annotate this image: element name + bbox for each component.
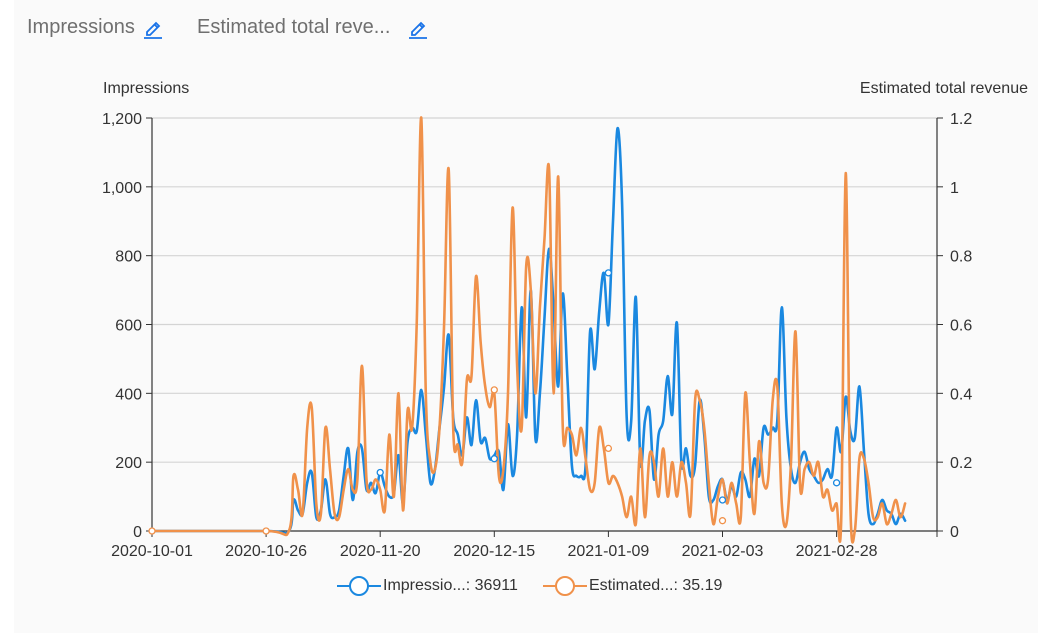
gridlines: [152, 117, 937, 463]
edit-icon[interactable]: [143, 17, 163, 39]
y-left-tick-label: 0: [133, 524, 142, 541]
chart-panel: [14, 0, 1038, 633]
y-right-tick-label: 1.2: [950, 111, 972, 128]
line-chart: Impressions Estimated total revenue 0 0 20…: [102, 80, 1028, 560]
y-left-tick-label: 1,200: [102, 111, 142, 128]
y-right-axis-title: Estimated total revenue: [860, 80, 1028, 97]
circle-line-icon: [337, 576, 381, 596]
y-right-tick-label: 0.6: [950, 318, 972, 335]
edit-icon[interactable]: [408, 17, 428, 39]
data-point-marker: [148, 527, 156, 535]
series-lines: [150, 116, 907, 544]
x-tick-label: 2021-02-03: [682, 543, 764, 560]
x-tick-label: 2020-10-26: [225, 543, 307, 560]
x-tick-label: 2020-10-01: [111, 543, 193, 560]
y-left-tick-label: 600: [115, 318, 142, 335]
circle-line-icon: [543, 576, 587, 596]
legend-label: Estimated...: 35.19: [589, 577, 723, 594]
y-left-tick-label: 200: [115, 455, 142, 472]
data-point-marker: [718, 517, 727, 525]
data-point-marker: [718, 496, 727, 504]
legend-label: Impressio...: 36911: [383, 577, 518, 594]
y-left-tick-label: 1,000: [102, 180, 142, 197]
x-tick-label: 2021-02-28: [796, 543, 878, 560]
x-tick-label: 2021-01-09: [567, 543, 649, 560]
y-right-tick-label: 0.8: [950, 249, 972, 266]
data-point-marker: [490, 455, 498, 463]
metric-tab-impressions[interactable]: Impressions: [27, 16, 163, 39]
data-point-marker: [262, 527, 270, 535]
series-line-estimated-total-revenue: [150, 116, 907, 544]
y-left-tick-label: 800: [115, 249, 142, 266]
data-point-marker: [604, 444, 613, 453]
data-point-marker: [490, 386, 498, 394]
series-line-impressions: [150, 126, 907, 535]
y-right-tick-label: 0: [950, 524, 959, 541]
legend-item-impressions[interactable]: Impressio...: 36911: [337, 572, 518, 600]
axes: 0 0 200 0.2 400 0.4 600 0.6 800 0.8 1,000 1 1,200 1.2…: [102, 111, 972, 560]
x-tick-label: 2020-11-20: [340, 543, 421, 560]
metric-tab-label: Estimated total reve...: [197, 16, 391, 38]
y-right-tick-label: 0.2: [950, 455, 972, 472]
y-left-axis-title: Impressions: [103, 80, 189, 97]
series-markers: [148, 269, 841, 535]
chart-legend: Impressio...: 36911 Estimated...: 35.19: [0, 572, 1038, 602]
metric-tab-estimated-revenue[interactable]: Estimated total reve...: [197, 16, 428, 39]
y-right-tick-label: 0.4: [950, 386, 972, 403]
x-tick-label: 2020-12-15: [453, 543, 535, 560]
y-left-tick-label: 400: [115, 386, 142, 403]
data-point-marker: [832, 479, 841, 487]
data-point-marker: [376, 468, 384, 477]
metric-tab-label: Impressions: [27, 16, 135, 38]
data-point-marker: [604, 269, 613, 277]
y-right-tick-label: 1: [950, 180, 959, 197]
legend-item-estimated-revenue[interactable]: Estimated...: 35.19: [543, 572, 722, 600]
